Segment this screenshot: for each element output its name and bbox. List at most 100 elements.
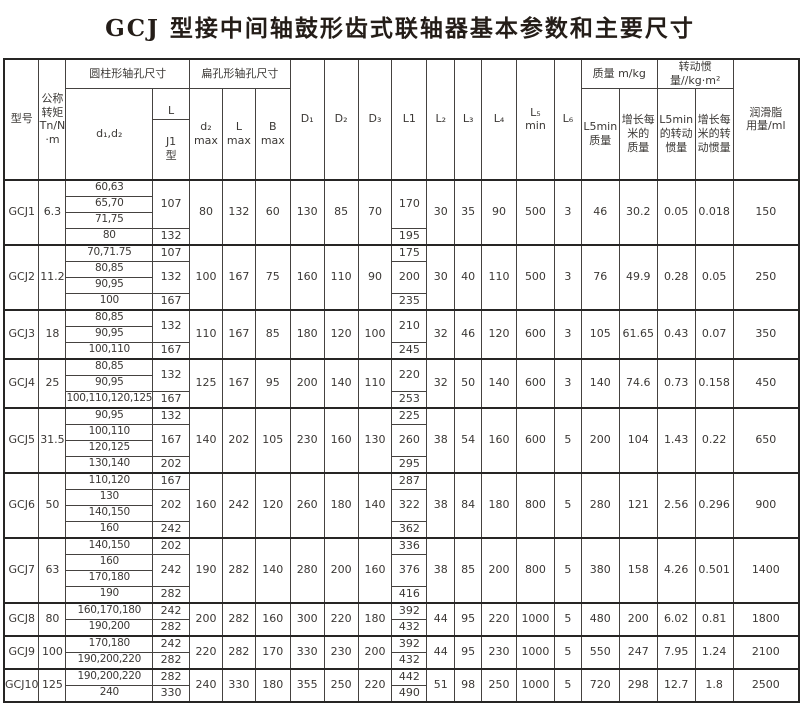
length-cell: 242 <box>152 520 190 538</box>
l6-cell: 5 <box>553 471 582 538</box>
mass-cell: 76 <box>580 243 620 310</box>
model-cell: GCJ1 <box>3 178 40 245</box>
lmax-cell: 282 <box>221 536 256 603</box>
header-lmax: L max <box>221 88 256 180</box>
d1-cell: 230 <box>289 406 325 473</box>
torque-cell: 125 <box>38 667 67 702</box>
d1-cell: 180 <box>289 308 325 359</box>
model-cell: GCJ7 <box>3 536 40 603</box>
d2max-cell: 200 <box>189 601 223 636</box>
bore-cell: 170,180 <box>65 569 154 587</box>
bmax-cell: 160 <box>254 601 291 636</box>
length-cell: 282 <box>152 651 190 669</box>
length-cell: 132 <box>152 260 190 294</box>
grease-cell: 2500 <box>732 667 800 702</box>
bore-cell: 190,200,220 <box>65 651 154 669</box>
inertia-per-m-cell: 0.05 <box>694 243 734 310</box>
bore-cell: 190,200,220 <box>65 667 154 686</box>
header-j1-type-label: J1 型 <box>165 135 177 162</box>
l5min-cell: 600 <box>515 406 555 473</box>
bore-cell: 65,70 <box>65 195 154 213</box>
d1-cell: 160 <box>289 243 325 310</box>
l2-cell: 44 <box>426 634 456 669</box>
d1-cell: 260 <box>289 471 325 538</box>
bore-cell: 120,125 <box>65 439 154 457</box>
bore-cell: 140,150 <box>65 504 154 522</box>
l1-cell: 336 <box>391 536 428 555</box>
model-cell: GCJ10 <box>3 667 40 702</box>
lmax-cell: 167 <box>221 243 256 310</box>
l1-cell: 253 <box>391 390 428 408</box>
l6-cell: 5 <box>553 406 582 473</box>
length-cell: 282 <box>152 667 190 686</box>
length-cell: 282 <box>152 618 190 636</box>
lmax-cell: 202 <box>221 406 256 473</box>
l1-cell: 392 <box>391 634 428 653</box>
length-cell: 330 <box>152 684 190 702</box>
header-torque: 公称 转矩 Tn/N ·m <box>38 58 67 180</box>
l3-cell: 35 <box>454 178 483 245</box>
l5min-cell: 1000 <box>515 667 555 702</box>
torque-cell: 11.2 <box>38 243 67 310</box>
bore-cell: 100,110 <box>65 423 154 441</box>
d2-cell: 140 <box>323 357 359 408</box>
bmax-cell: 120 <box>254 471 291 538</box>
bmax-cell: 75 <box>254 243 291 310</box>
torque-cell: 100 <box>38 634 67 669</box>
header-d2: D₂ <box>323 58 359 180</box>
l3-cell: 95 <box>454 601 483 636</box>
inertia-per-m-cell: 1.8 <box>694 667 734 702</box>
grease-cell: 1800 <box>732 601 800 636</box>
inertia-cell: 0.05 <box>656 178 696 245</box>
mass-per-m-cell: 298 <box>618 667 658 702</box>
inertia-per-m-cell: 1.24 <box>694 634 734 669</box>
d1-cell: 330 <box>289 634 325 669</box>
grease-cell: 2100 <box>732 634 800 669</box>
bore-cell: 100 <box>65 292 154 310</box>
model-cell: GCJ3 <box>3 308 40 359</box>
l5min-cell: 500 <box>515 243 555 310</box>
bore-cell: 130 <box>65 488 154 506</box>
bmax-cell: 60 <box>254 178 291 245</box>
length-cell: 167 <box>152 341 190 359</box>
l6-cell: 3 <box>553 357 582 408</box>
l3-cell: 50 <box>454 357 483 408</box>
mass-per-m-cell: 247 <box>618 634 658 669</box>
l4-cell: 110 <box>481 243 517 310</box>
bmax-cell: 180 <box>254 667 291 702</box>
l3-cell: 85 <box>454 536 483 603</box>
l3-cell: 84 <box>454 471 483 538</box>
bore-cell: 190,200 <box>65 618 154 636</box>
parameters-table: 型号 公称 转矩 Tn/N ·m 圆柱形轴孔尺寸 扁孔形轴孔尺寸 D₁ D₂ D… <box>3 58 800 703</box>
l4-cell: 180 <box>481 471 517 538</box>
table-header: 型号 公称 转矩 Tn/N ·m 圆柱形轴孔尺寸 扁孔形轴孔尺寸 D₁ D₂ D… <box>3 58 800 180</box>
d2-cell: 200 <box>323 536 359 603</box>
l1-cell: 392 <box>391 601 428 620</box>
d1-cell: 200 <box>289 357 325 408</box>
bmax-cell: 140 <box>254 536 291 603</box>
d3-cell: 200 <box>357 634 393 669</box>
mass-cell: 280 <box>580 471 620 538</box>
lmax-cell: 132 <box>221 178 256 245</box>
grease-cell: 900 <box>732 471 800 538</box>
grease-cell: 250 <box>732 243 800 310</box>
inertia-cell: 0.28 <box>656 243 696 310</box>
l6-cell: 5 <box>553 536 582 603</box>
mass-cell: 105 <box>580 308 620 359</box>
header-d1d2-bore: d₁,d₂ <box>65 88 154 180</box>
l5min-cell: 600 <box>515 357 555 408</box>
torque-cell: 50 <box>38 471 67 538</box>
d2-cell: 180 <box>323 471 359 538</box>
length-cell: 242 <box>152 601 190 620</box>
model-cell: GCJ4 <box>3 357 40 408</box>
bmax-cell: 95 <box>254 357 291 408</box>
d2max-cell: 100 <box>189 243 223 310</box>
bore-cell: 90,95 <box>65 325 154 343</box>
bore-cell: 70,71.75 <box>65 243 154 262</box>
length-cell: 202 <box>152 455 190 473</box>
mass-cell: 380 <box>580 536 620 603</box>
l2-cell: 30 <box>426 178 456 245</box>
header-model: 型号 <box>3 58 40 180</box>
mass-cell: 200 <box>580 406 620 473</box>
l6-cell: 5 <box>553 667 582 702</box>
